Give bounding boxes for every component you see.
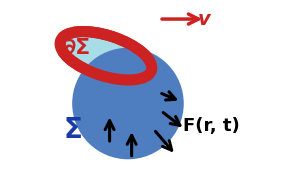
Circle shape	[73, 48, 183, 159]
Text: F(r, t): F(r, t)	[183, 117, 240, 134]
Text: ∂Σ: ∂Σ	[64, 37, 91, 57]
Ellipse shape	[60, 32, 152, 80]
Text: Σ: Σ	[64, 116, 83, 144]
Text: v: v	[198, 10, 211, 28]
